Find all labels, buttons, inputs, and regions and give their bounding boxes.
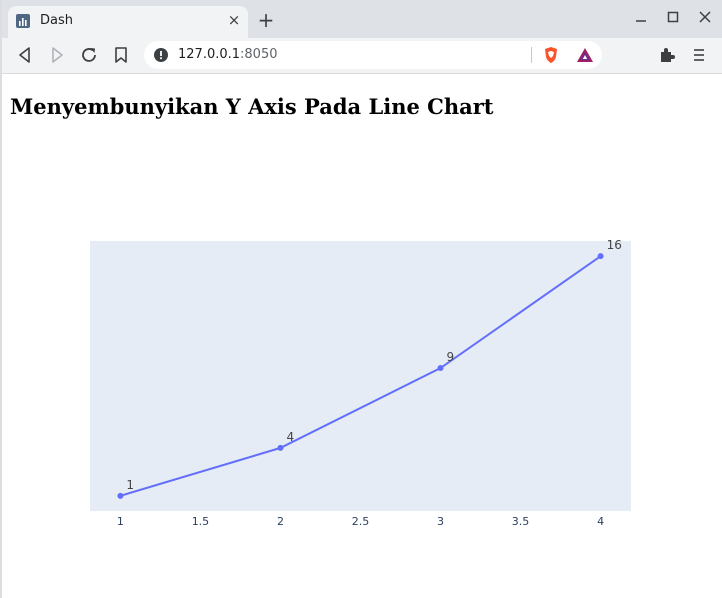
x-tick-label: 4 xyxy=(597,515,604,528)
forward-icon[interactable] xyxy=(46,44,68,66)
tab-title: Dash xyxy=(40,13,73,28)
tab-dash[interactable]: Dash × xyxy=(8,6,248,38)
back-icon[interactable] xyxy=(14,44,36,66)
bookmark-icon[interactable] xyxy=(110,44,132,66)
data-label: 16 xyxy=(607,238,622,252)
close-window-icon[interactable] xyxy=(695,8,715,28)
maximize-icon[interactable] xyxy=(663,8,683,28)
minimize-icon[interactable] xyxy=(631,8,651,28)
x-tick-label: 1 xyxy=(117,515,124,528)
x-tick-label: 2.5 xyxy=(352,515,370,528)
data-point xyxy=(277,444,284,451)
line-chart: 1 4 9 16 1 1.5 2 2.5 3 3.5 4 xyxy=(90,238,631,528)
url-port: :8050 xyxy=(240,47,278,62)
close-tab-icon[interactable]: × xyxy=(227,11,241,29)
data-label: 1 xyxy=(126,478,134,492)
menu-icon[interactable] xyxy=(688,44,710,66)
data-point xyxy=(597,253,604,260)
data-point xyxy=(437,365,444,372)
plot-area xyxy=(90,241,631,511)
dash-favicon-icon xyxy=(16,14,30,28)
series-line xyxy=(120,255,602,497)
x-tick-label: 2 xyxy=(277,515,284,528)
brave-rewards-icon[interactable] xyxy=(576,46,594,64)
data-label: 9 xyxy=(447,350,455,364)
reload-icon[interactable] xyxy=(78,44,100,66)
brave-shield-icon[interactable] xyxy=(542,46,560,64)
omnibox-divider xyxy=(531,47,532,63)
extensions-icon[interactable] xyxy=(656,44,678,66)
url-host: 127.0.0.1 xyxy=(178,47,241,62)
x-tick-label: 1.5 xyxy=(192,515,210,528)
browser-toolbar: 127.0.0.1:8050 xyxy=(2,38,722,74)
x-tick-label: 3 xyxy=(437,515,444,528)
page-title: Menyembunyikan Y Axis Pada Line Chart xyxy=(10,94,494,119)
data-point xyxy=(117,492,124,499)
url-text: 127.0.0.1:8050 xyxy=(178,47,278,62)
data-label: 4 xyxy=(286,430,294,444)
new-tab-icon[interactable]: + xyxy=(257,8,275,32)
info-icon[interactable] xyxy=(154,48,168,62)
page-content: Menyembunyikan Y Axis Pada Line Chart 1 4… xyxy=(2,74,722,598)
x-tick-label: 3.5 xyxy=(512,515,530,528)
tab-strip: Dash × + xyxy=(2,0,722,38)
address-bar[interactable]: 127.0.0.1:8050 xyxy=(144,41,602,69)
